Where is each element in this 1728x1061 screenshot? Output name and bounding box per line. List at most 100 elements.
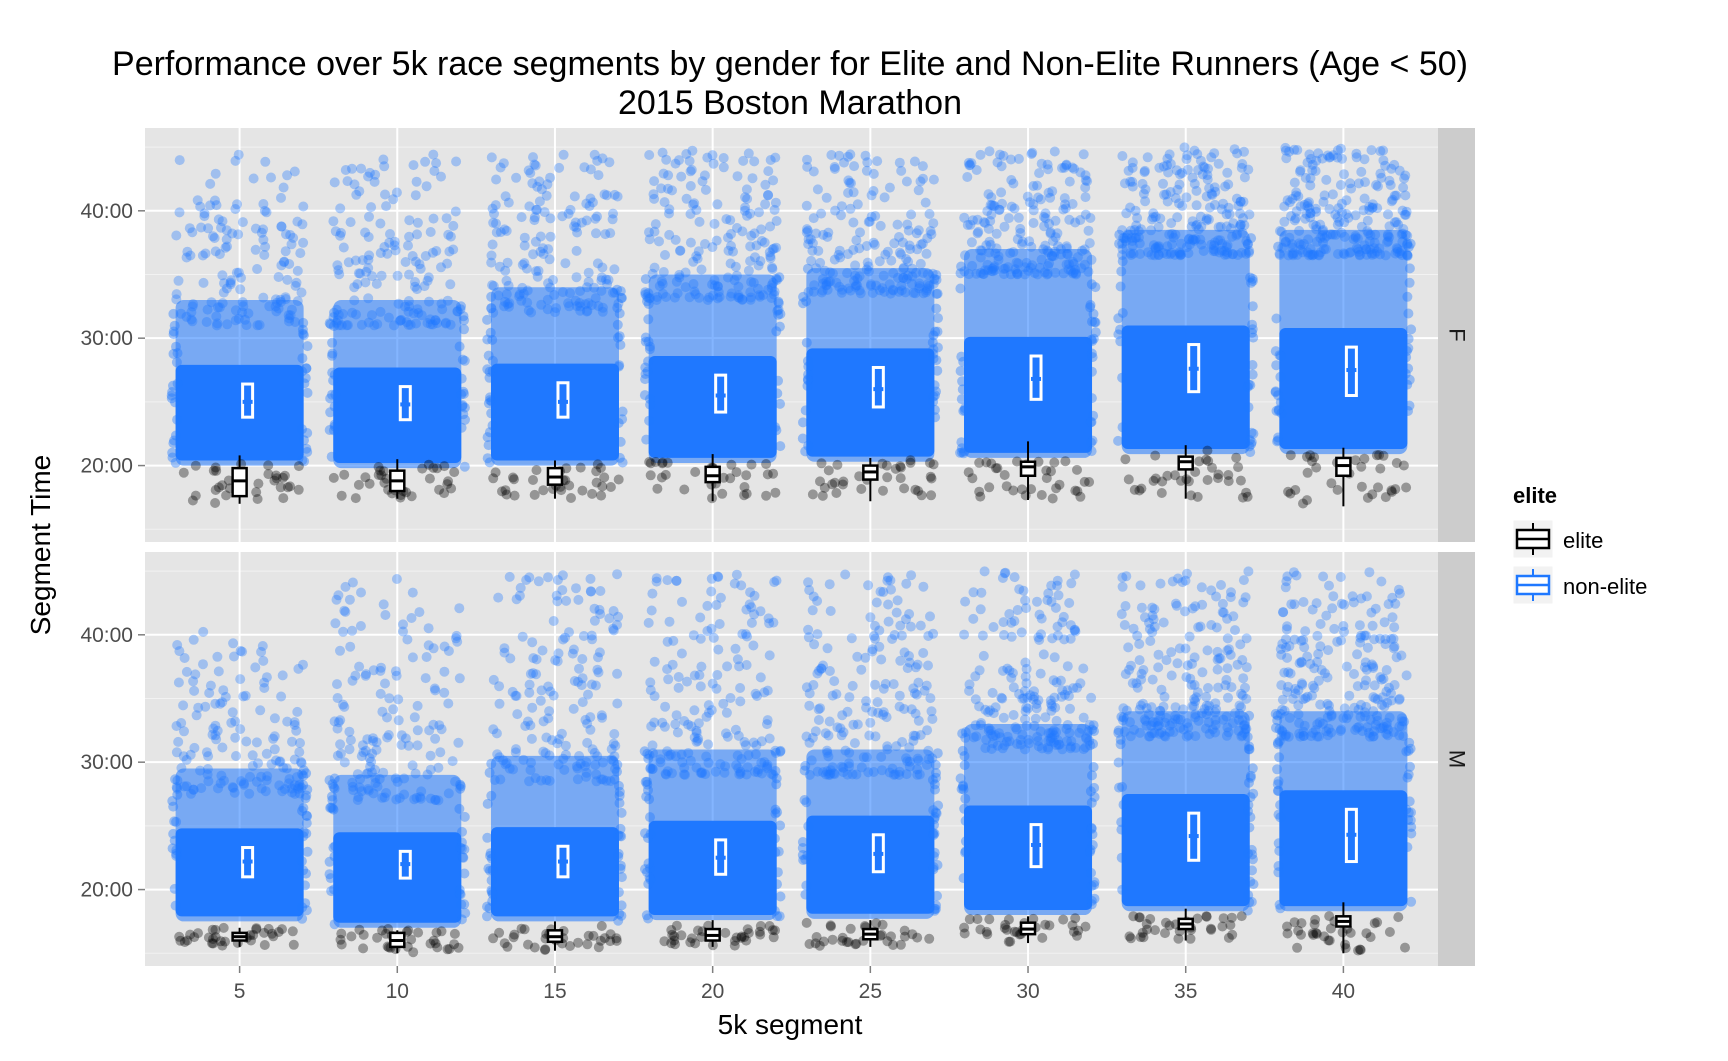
nonelite-point — [552, 596, 563, 607]
nonelite-boxplot — [871, 365, 885, 409]
nonelite-point — [932, 326, 943, 337]
elite-point — [890, 463, 901, 474]
nonelite-point — [1192, 149, 1203, 160]
nonelite-point — [584, 201, 595, 212]
nonelite-point — [821, 280, 832, 291]
nonelite-point — [227, 228, 238, 239]
nonelite-point — [1312, 630, 1323, 641]
nonelite-point — [409, 712, 420, 723]
nonelite-point — [1042, 269, 1053, 280]
nonelite-point — [331, 594, 342, 605]
nonelite-point — [1059, 634, 1070, 645]
nonelite-point — [393, 694, 404, 705]
nonelite-point — [167, 843, 178, 854]
nonelite-point — [932, 365, 943, 376]
nonelite-point — [1359, 154, 1370, 165]
nonelite-point — [647, 268, 658, 279]
nonelite-point — [198, 659, 208, 670]
elite-box — [1019, 460, 1037, 478]
nonelite-point — [688, 630, 699, 641]
nonelite-point — [1236, 702, 1247, 713]
nonelite-point — [723, 272, 733, 283]
nonelite-point — [443, 229, 454, 240]
nonelite-point — [960, 403, 971, 414]
nonelite-point — [1032, 269, 1043, 280]
nonelite-point — [774, 321, 785, 332]
nonelite-point — [335, 645, 345, 656]
nonelite-point — [642, 779, 653, 790]
elite-point — [252, 494, 263, 504]
nonelite-point — [1274, 736, 1285, 747]
nonelite-point — [596, 272, 607, 283]
nonelite-point — [1376, 576, 1387, 587]
nonelite-point — [338, 242, 349, 253]
elite-point — [761, 459, 772, 469]
nonelite-point — [829, 163, 840, 174]
nonelite-point — [674, 269, 685, 280]
nonelite-point — [869, 239, 880, 250]
nonelite-point — [1061, 160, 1072, 171]
nonelite-point — [1209, 182, 1220, 193]
nonelite-point — [689, 198, 700, 209]
nonelite-point — [278, 182, 289, 193]
nonelite-point — [301, 818, 312, 829]
nonelite-point — [807, 605, 818, 616]
nonelite-point — [500, 296, 510, 307]
nonelite-point — [576, 217, 587, 228]
nonelite-point — [882, 575, 893, 586]
nonelite-point — [1048, 236, 1058, 246]
nonelite-point — [1246, 437, 1257, 448]
nonelite-point — [456, 422, 467, 433]
elite-point — [1037, 932, 1048, 943]
nonelite-point — [1118, 712, 1129, 723]
nonelite-point — [612, 284, 623, 295]
nonelite-point — [1080, 209, 1091, 220]
nonelite-point — [846, 633, 857, 644]
nonelite-point — [742, 193, 753, 204]
nonelite-point — [213, 666, 224, 677]
nonelite-point — [1335, 180, 1346, 190]
legend-key-elite — [1512, 519, 1554, 559]
nonelite-point — [511, 594, 522, 605]
nonelite-point — [1117, 781, 1128, 792]
nonelite-point — [172, 378, 183, 389]
nonelite-point — [203, 751, 214, 762]
nonelite-point — [486, 291, 497, 302]
nonelite-point — [612, 668, 623, 679]
nonelite-point — [1063, 259, 1074, 269]
nonelite-point — [609, 287, 620, 298]
nonelite-point — [488, 281, 499, 291]
nonelite-point — [1035, 668, 1046, 679]
nonelite-point — [254, 320, 265, 330]
nonelite-point — [188, 299, 199, 310]
nonelite-point — [1389, 190, 1400, 201]
nonelite-point — [773, 304, 784, 315]
nonelite-point — [539, 207, 550, 218]
nonelite-point — [800, 760, 811, 771]
nonelite-point — [1061, 259, 1072, 270]
nonelite-point — [1015, 228, 1026, 238]
nonelite-point — [585, 193, 596, 204]
nonelite-point — [970, 720, 981, 731]
elite-point — [358, 943, 369, 954]
nonelite-point — [825, 276, 836, 287]
nonelite-point — [247, 750, 258, 761]
nonelite-point — [608, 738, 619, 749]
nonelite-point — [389, 320, 399, 331]
elite-point — [1020, 490, 1031, 501]
nonelite-point — [498, 158, 509, 169]
nonelite-point — [487, 280, 498, 291]
nonelite-point — [1019, 269, 1030, 280]
nonelite-point — [719, 767, 730, 778]
nonelite-point — [1029, 268, 1040, 279]
nonelite-point — [1383, 599, 1394, 610]
nonelite-point — [261, 748, 272, 759]
nonelite-point — [172, 414, 183, 425]
elite-point — [273, 927, 284, 937]
nonelite-point — [485, 327, 496, 338]
elite-point — [770, 487, 781, 498]
nonelite-point — [852, 273, 863, 284]
nonelite-point — [931, 274, 942, 285]
legend-keys — [1512, 519, 1554, 605]
